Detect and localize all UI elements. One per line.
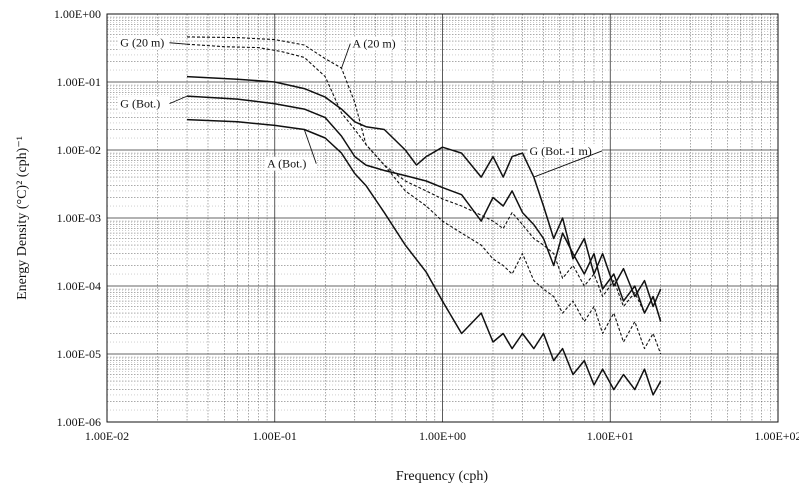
series-line-a-20-m [186,36,662,355]
y-tick-label: 1.00E-01 [57,75,101,89]
annotation-background [118,35,170,50]
x-axis-label: Frequency (cph) [396,469,488,484]
y-tick-label: 1.00E-02 [57,143,101,157]
y-axis-label: Energy Density (°C)² (cph)⁻¹ [15,136,30,300]
y-tick-labels: 1.00E+00 1.00E-01 1.00E-02 1.00E-03 1.00E-04… [54,7,101,429]
annotation-arrow [169,95,188,105]
series-layer [186,36,662,396]
y-tick-label: 1.00E+00 [54,7,101,21]
y-tick-label: 1.00E-03 [57,211,101,225]
x-tick-label: 1.00E+02 [754,429,799,443]
annotation-layer: G (20 m) A (20 m) G (Bot.) A (Bot.) G (Bot.-… [118,35,603,178]
annotation-arrow [341,43,351,69]
plot-frame [106,13,779,423]
annotation-background [118,96,170,111]
y-tick-label: 1.00E-04 [57,279,101,293]
annotation-label: A (Bot.) [267,157,306,171]
annotation-label: G (Bot.) [120,97,160,111]
x-tick-label: 1.00E+01 [587,429,634,443]
annotation-arrow [533,150,603,178]
annotation-arrow [169,42,188,45]
annotation-background [265,156,317,171]
x-tick-labels: 1.00E-02 1.00E-01 1.00E+00 1.00E+01 1.00E+02 [85,429,799,443]
annotation-label: G (Bot.-1 m) [529,144,591,158]
annotation-label: A (20 m) [352,37,395,51]
annotation-background [350,36,402,51]
annotation-label: G (20 m) [120,36,164,50]
grid [106,14,778,423]
y-tick-label: 1.00E-05 [57,347,101,361]
annotation-background [527,143,603,158]
x-tick-label: 1.00E-02 [85,429,129,443]
annotation-arrow [303,129,317,164]
series-line-a-bot [186,118,662,396]
y-tick-label: 1.00E-06 [57,415,101,429]
series-line-g-bot-1-m [186,75,662,308]
x-tick-label: 1.00E-01 [253,429,297,443]
series-line-g-bot [186,95,662,322]
series-line-g-20-m [186,43,662,322]
x-tick-label: 1.00E+00 [419,429,466,443]
